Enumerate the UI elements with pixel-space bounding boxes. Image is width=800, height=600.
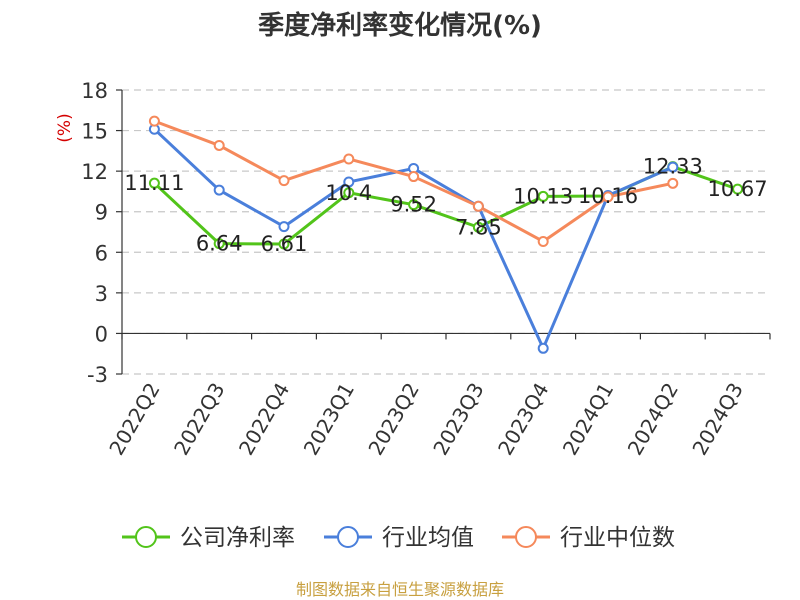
data-label: 9.52 [390, 193, 437, 217]
data-point [472, 200, 484, 212]
data-label: 10.4 [325, 181, 372, 205]
data-point [148, 115, 160, 127]
data-point [537, 235, 549, 247]
x-tick-label: 2023Q3 [428, 379, 488, 460]
x-tick-label: 2024Q3 [687, 379, 747, 460]
y-tick-label: 3 [95, 282, 108, 306]
data-point [343, 187, 355, 199]
legend-label: 公司净利率 [180, 525, 295, 551]
data-label: 10.67 [708, 177, 768, 201]
x-tick-label: 2022Q4 [234, 379, 294, 460]
data-point [278, 175, 290, 187]
data-label: 7.85 [455, 215, 502, 239]
data-point [408, 199, 420, 211]
footer-source: 制图数据来自恒生聚源数据库 [296, 580, 504, 599]
data-point [148, 177, 160, 189]
legend-item[interactable]: 公司净利率 [122, 525, 295, 551]
legend-label: 行业均值 [382, 525, 474, 551]
y-tick-label: 0 [95, 322, 108, 346]
data-point [408, 171, 420, 183]
data-point [537, 190, 549, 202]
y-tick-label: 15 [81, 120, 108, 144]
data-label: 10.13 [513, 184, 573, 208]
data-label: 12.33 [643, 155, 703, 179]
legend-marker [515, 526, 537, 548]
y-axis-unit: (%) [55, 113, 75, 142]
data-point [343, 153, 355, 165]
legend-marker [337, 526, 359, 548]
data-point [278, 238, 290, 250]
x-tick-label: 2024Q2 [623, 379, 683, 460]
data-point [602, 191, 614, 203]
x-tick-label: 2024Q1 [558, 379, 618, 460]
legend-item[interactable]: 行业中位数 [502, 525, 675, 551]
x-tick-label: 2022Q2 [104, 379, 164, 460]
legend-label: 行业中位数 [560, 525, 675, 551]
data-point [278, 221, 290, 233]
data-point [537, 342, 549, 354]
data-point [732, 183, 744, 195]
data-point [667, 161, 679, 173]
x-tick-label: 2023Q4 [493, 379, 553, 460]
x-tick-label: 2023Q2 [363, 379, 423, 460]
y-tick-label: -3 [87, 363, 108, 387]
y-tick-label: 6 [95, 241, 108, 265]
x-tick-label: 2023Q1 [299, 379, 359, 460]
y-tick-label: 12 [81, 160, 108, 184]
data-point [667, 177, 679, 189]
legend-marker [135, 526, 157, 548]
legend-item[interactable]: 行业均值 [324, 525, 474, 551]
data-label: 10.16 [578, 184, 638, 208]
data-point [472, 221, 484, 233]
x-tick-label: 2022Q3 [169, 379, 229, 460]
data-point [213, 238, 225, 250]
y-tick-label: 18 [81, 79, 108, 103]
y-tick-label: 9 [95, 201, 108, 225]
data-label: 6.61 [261, 232, 308, 256]
data-point [213, 184, 225, 196]
chart-title: 季度净利率变化情况(%) [258, 10, 542, 41]
data-label: 6.64 [196, 232, 243, 256]
data-point [343, 176, 355, 188]
data-label: 11.11 [124, 171, 184, 195]
data-point [213, 139, 225, 151]
